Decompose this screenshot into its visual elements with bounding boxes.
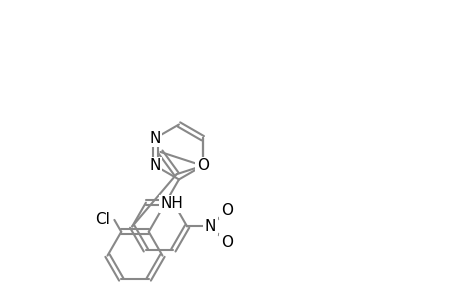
- Text: N: N: [149, 158, 161, 173]
- Text: O: O: [196, 158, 208, 173]
- Text: Cl: Cl: [95, 212, 110, 227]
- Text: O: O: [220, 202, 232, 217]
- Text: N: N: [149, 131, 161, 146]
- Text: N: N: [204, 219, 216, 234]
- Text: O: O: [220, 235, 232, 250]
- Text: NH: NH: [160, 196, 183, 211]
